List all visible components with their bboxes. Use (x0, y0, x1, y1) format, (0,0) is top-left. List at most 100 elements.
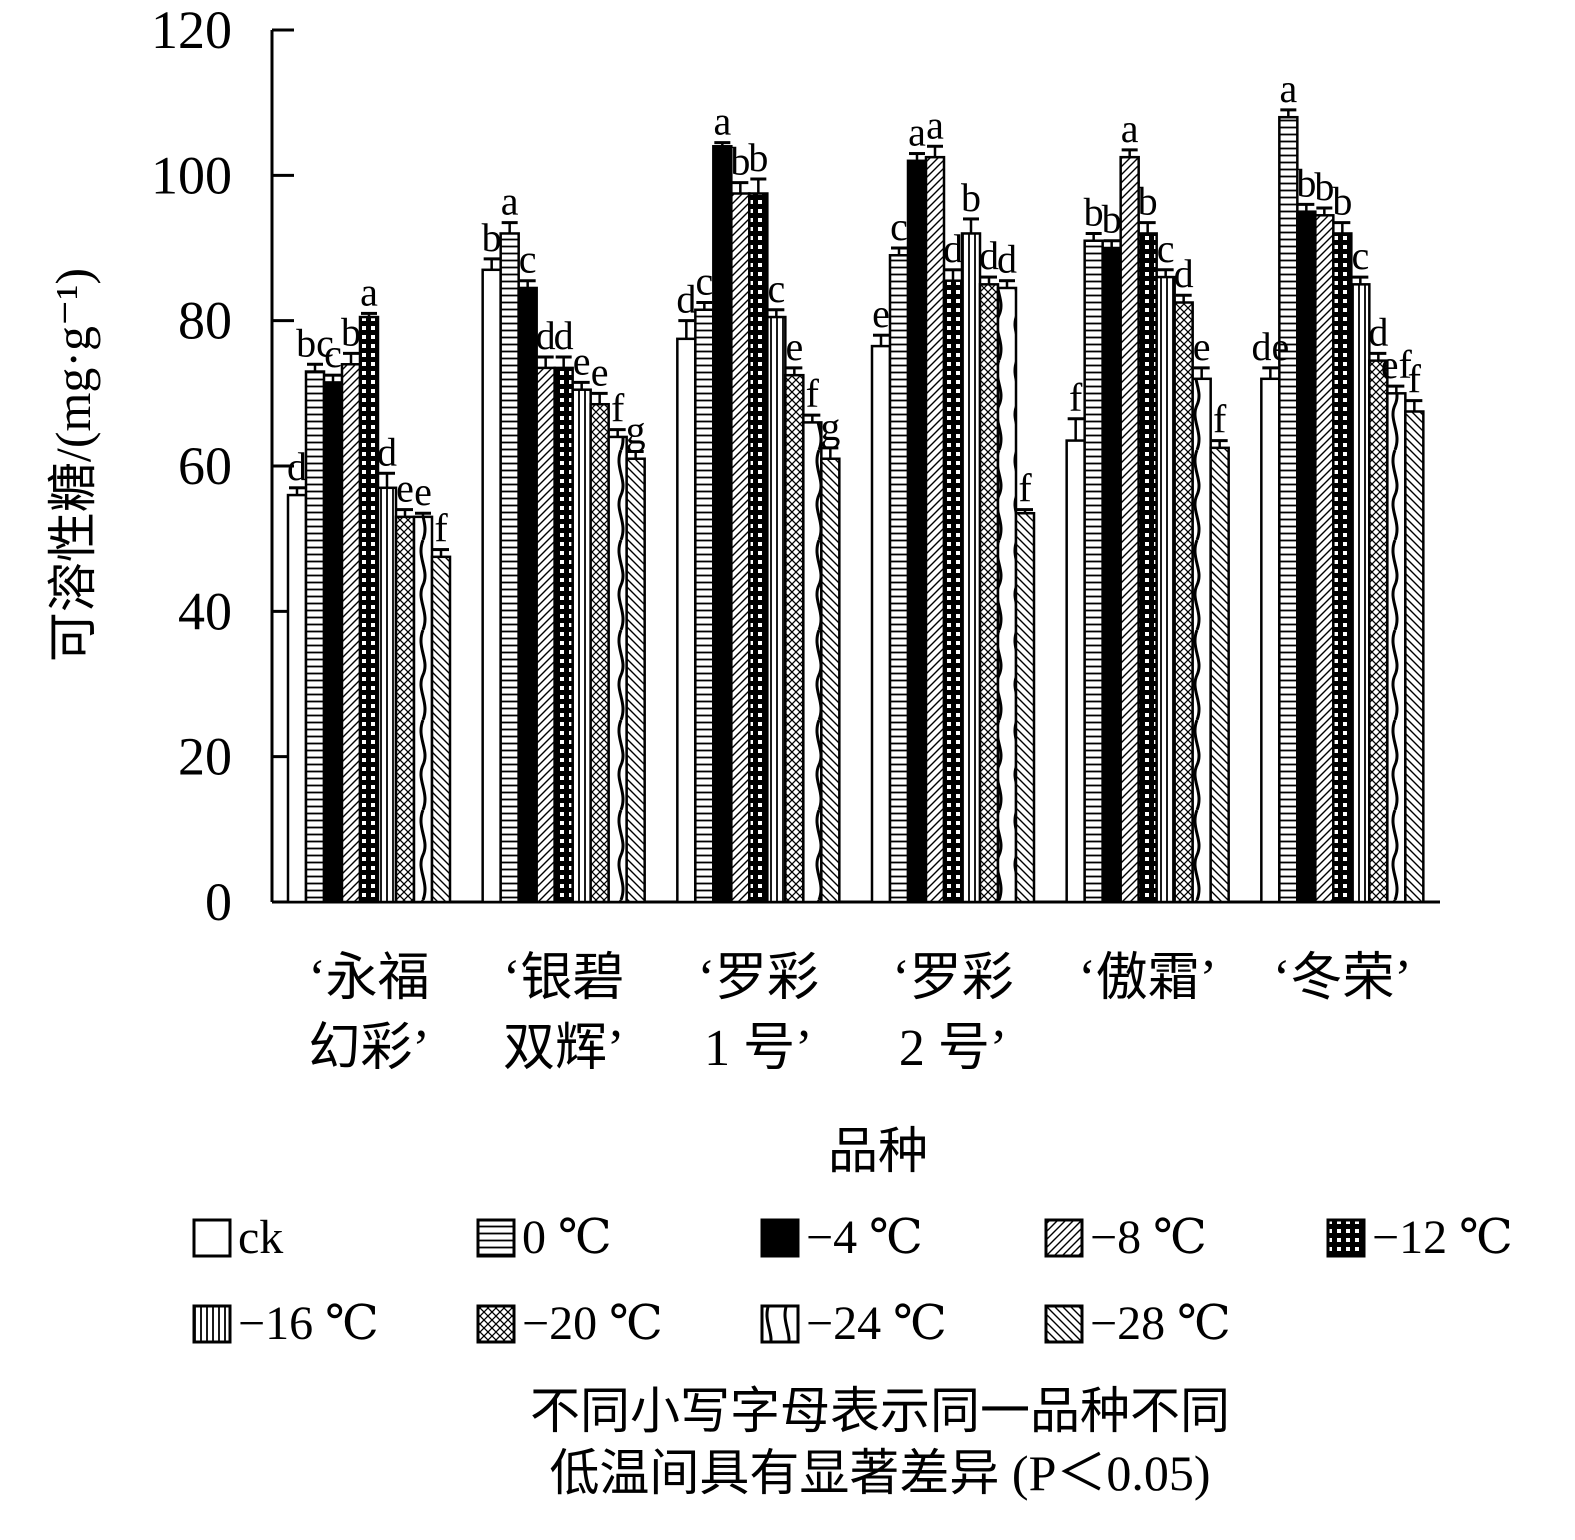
bar (694, 308, 715, 904)
bar (1101, 246, 1122, 904)
bar (712, 145, 733, 904)
significance-letter: d (287, 444, 307, 489)
significance-letter: b (1084, 189, 1104, 234)
bar (748, 192, 769, 904)
significance-letter: a (908, 110, 926, 155)
x-tick-label: 1 号’ (704, 1020, 812, 1077)
bar (1173, 301, 1194, 904)
bar (430, 555, 452, 904)
legend-item: ck (192, 1208, 283, 1268)
significance-letter: f (806, 371, 820, 416)
y-tick-label: 20 (178, 727, 232, 787)
x-tick-label: ‘罗彩 (892, 950, 1013, 1007)
significance-letter: b (1138, 179, 1158, 224)
significance-letter: f (1018, 466, 1032, 511)
significance-letter: a (1279, 66, 1297, 111)
significance-letter: b (748, 135, 768, 180)
bar (802, 421, 823, 904)
note-line-2: 低温间具有显著差异 (P＜0.05) (549, 1445, 1211, 1501)
x-tick-label: ‘银碧 (503, 950, 624, 1007)
bar (1209, 446, 1230, 904)
bar (535, 366, 556, 904)
significance-letter: a (360, 269, 378, 314)
bar (376, 486, 398, 904)
bar (960, 232, 982, 904)
legend: ck 0 ℃ −4 ℃ −8 ℃ −12 ℃ −16 ℃ −20 ℃ −24 ℃ −28 ℃ (192, 1208, 1572, 1380)
bar (1065, 439, 1086, 904)
legend-label: −24 ℃ (806, 1297, 947, 1350)
significance-letter: f (434, 506, 448, 551)
legend-label: −8 ℃ (1090, 1211, 1207, 1264)
bar (1137, 232, 1158, 904)
y-tick-label: 80 (178, 291, 232, 351)
legend-label: −28 ℃ (1090, 1297, 1231, 1350)
y-tick-label: 40 (178, 581, 232, 641)
significance-letter: g (820, 404, 840, 449)
legend-swatch (476, 1304, 516, 1344)
legend-swatch (1044, 1304, 1084, 1344)
bar (481, 268, 502, 904)
legend-item: −16 ℃ (192, 1294, 379, 1354)
bar (1404, 410, 1425, 904)
significance-letter: e (872, 291, 890, 336)
x-tick-label: 幻彩’ (308, 1020, 429, 1077)
legend-swatch (1326, 1218, 1366, 1258)
bar (1260, 377, 1281, 904)
significance-letter: b (341, 309, 361, 354)
legend-label: −16 ℃ (238, 1297, 379, 1350)
legend-label: 0 ℃ (522, 1211, 612, 1264)
bar (1296, 210, 1317, 904)
significance-letter: d (377, 429, 397, 474)
significance-letter: b (1314, 164, 1334, 209)
y-tick-label: 0 (205, 872, 232, 932)
bar (1314, 214, 1335, 904)
significance-letter: ef (1381, 342, 1413, 387)
bar (1278, 115, 1299, 904)
significance-letter: c (767, 266, 785, 311)
bar (1332, 232, 1353, 904)
legend-swatch (192, 1304, 232, 1344)
significance-letter: c (890, 204, 908, 249)
bar (870, 344, 892, 904)
bar (1014, 511, 1036, 904)
bar (924, 155, 946, 904)
bar (730, 192, 751, 904)
significance-letter: d (1368, 309, 1388, 354)
x-tick-label: ‘永福 (308, 950, 429, 1007)
significance-letter: e (414, 469, 432, 514)
bar (1386, 392, 1407, 904)
bar (517, 286, 538, 904)
bar (322, 381, 344, 904)
bar (499, 232, 520, 904)
significance-letter: c (1351, 233, 1369, 278)
significance-letter: b (1332, 179, 1352, 224)
x-tick-label: ‘冬荣’ (1273, 950, 1412, 1007)
bar (1368, 359, 1389, 904)
significance-letter: de (1251, 324, 1289, 369)
significance-letter: d (997, 237, 1017, 282)
bar (607, 435, 628, 904)
legend-swatch (476, 1218, 516, 1258)
x-tick-label: 2 号’ (899, 1020, 1007, 1077)
legend-item: −12 ℃ (1326, 1208, 1513, 1268)
significance-letter: d (943, 226, 963, 271)
bar (1083, 239, 1104, 904)
note-line-1: 不同小写字母表示同一品种不同 (530, 1383, 1230, 1439)
significance-letter: f (611, 386, 625, 431)
legend-swatch (1044, 1218, 1084, 1258)
bar (553, 366, 574, 904)
significance-letter: b (482, 215, 502, 260)
x-axis-label: 品种 (828, 1123, 928, 1179)
legend-swatch (760, 1304, 800, 1344)
legend-swatch (760, 1218, 800, 1258)
legend-item: −8 ℃ (1044, 1208, 1207, 1268)
significance-letter: g (626, 407, 646, 452)
y-tick-label: 120 (151, 0, 232, 60)
bar (906, 159, 928, 904)
legend-item: −24 ℃ (760, 1294, 947, 1354)
significance-letter: e (1193, 324, 1211, 369)
significance-letter: b (1296, 160, 1316, 205)
bar (784, 373, 805, 904)
significance-letter: e (591, 349, 609, 394)
significance-letter: c (519, 237, 537, 282)
